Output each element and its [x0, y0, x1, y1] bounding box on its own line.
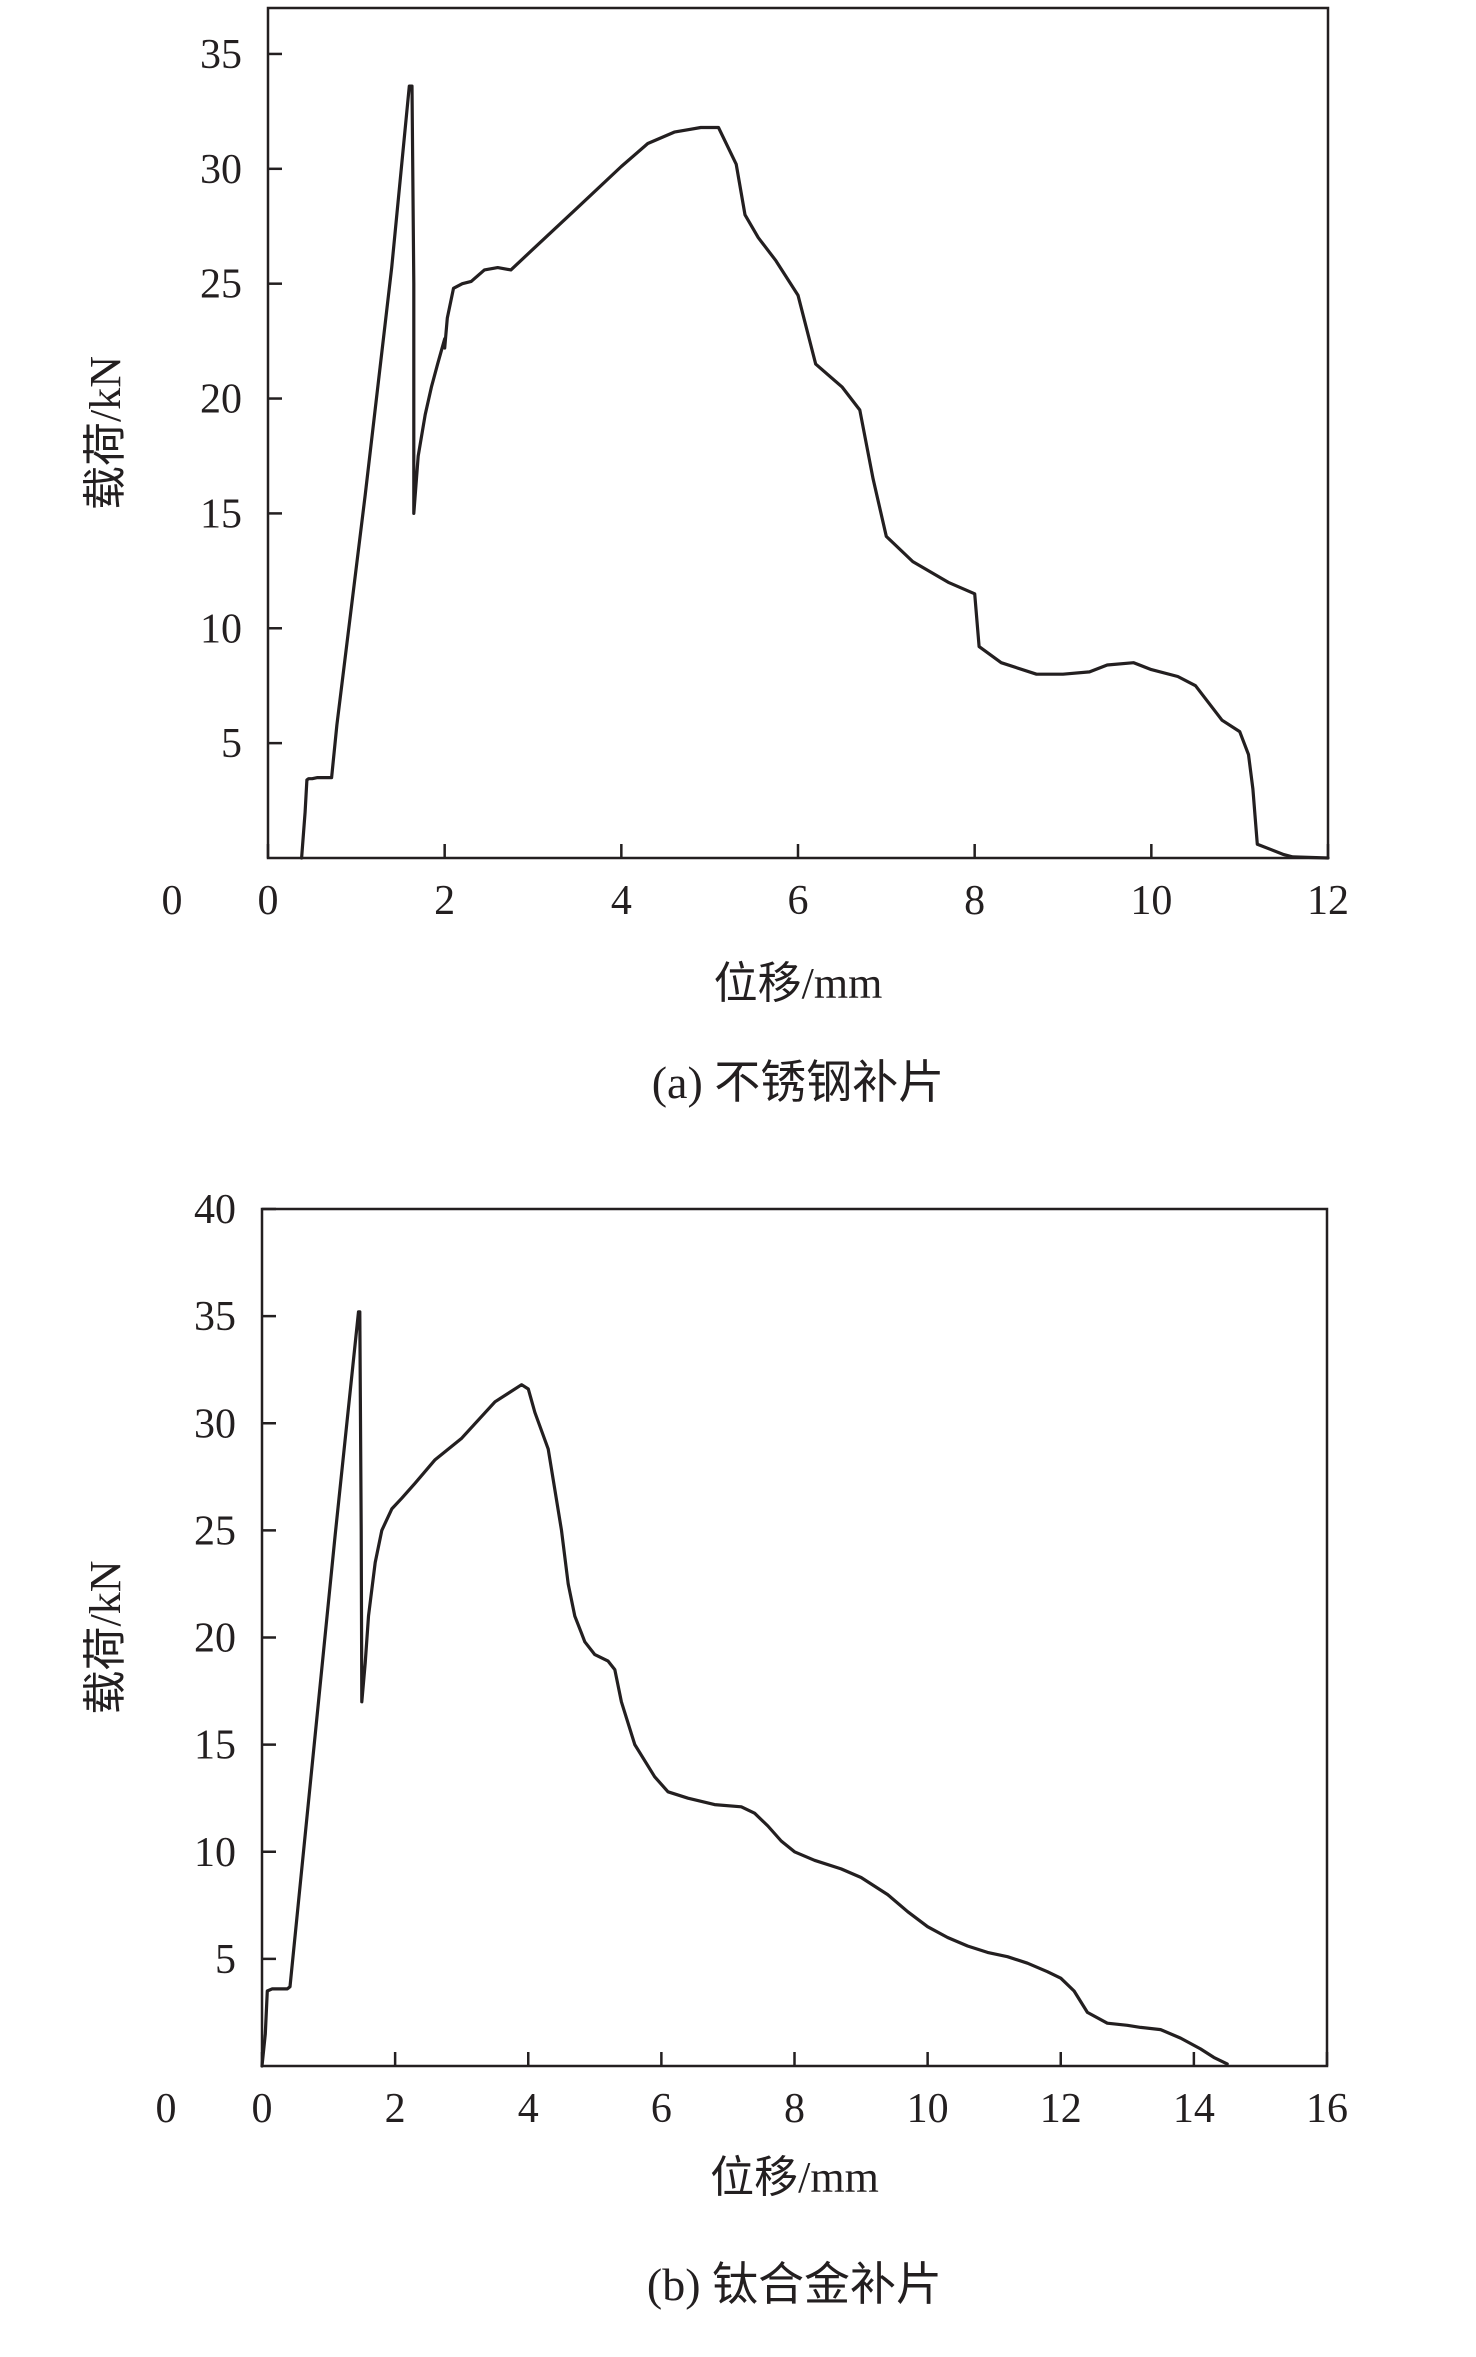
x-tick-label: 12 [1307, 878, 1349, 924]
y-tick-label: 15 [194, 1723, 236, 1769]
y-tick-label: 30 [194, 1401, 236, 1447]
y-tick-label: 5 [215, 1937, 236, 1983]
chart-panel-b: 0 2 4 6 8 10 12 14 16 5 10 15 20 25 30 35 40 0 位移/mm 载荷/kN (… [81, 1187, 1348, 2310]
x-axis-label: 位移/mm [710, 2153, 879, 2202]
x-tick-label: 8 [964, 878, 985, 924]
panel-caption: (a) 不锈钢补片 [652, 1057, 945, 1108]
y-tick-label: 25 [194, 1508, 236, 1554]
x-tick-label: 4 [611, 878, 632, 924]
origin-label: 0 [156, 2086, 177, 2132]
y-axis-label: 载荷/kN [81, 1561, 130, 1715]
x-tick-label: 0 [252, 2086, 273, 2132]
chart-panel-a: 0 2 4 6 8 10 12 5 10 15 20 25 30 35 0 位移/mm 载荷/kN (a) 不锈钢… [81, 6, 1349, 1108]
x-tick-label: 4 [518, 2086, 539, 2132]
y-tick-label: 35 [200, 32, 242, 78]
y-tick-label: 35 [194, 1294, 236, 1340]
x-tick-label: 8 [784, 2086, 805, 2132]
x-tick-label: 2 [434, 878, 455, 924]
y-tick-label: 20 [200, 377, 242, 423]
x-tick-label: 2 [385, 2086, 406, 2132]
y-tick-label: 25 [200, 262, 242, 308]
x-tick-label: 12 [1040, 2086, 1082, 2132]
y-tick-label: 15 [200, 491, 242, 537]
y-tick-label: 10 [200, 606, 242, 652]
y-tick-label: 30 [200, 147, 242, 193]
panel-caption: (b) 钛合金补片 [647, 2259, 942, 2310]
x-tick-label: 14 [1173, 2086, 1215, 2132]
x-tick-label: 10 [1130, 878, 1172, 924]
y-tick-label: 5 [221, 721, 242, 767]
plot-frame [260, 1207, 1329, 2068]
x-tick-label: 16 [1306, 2086, 1348, 2132]
x-axis-label: 位移/mm [714, 959, 883, 1008]
y-tick-label: 40 [194, 1187, 236, 1233]
series-line-1 [300, 84, 447, 860]
y-axis-label: 载荷/kN [81, 356, 130, 510]
y-tick-label: 20 [194, 1616, 236, 1662]
x-tick-label: 10 [907, 2086, 949, 2132]
plot-frame [266, 6, 1330, 860]
series-line-2 [443, 125, 1330, 860]
x-tick-label: 0 [258, 878, 279, 924]
x-tick-label: 6 [651, 2086, 672, 2132]
origin-label: 0 [162, 878, 183, 924]
series-line-1 [260, 1310, 1229, 2068]
y-tick-label: 10 [194, 1830, 236, 1876]
x-tick-label: 6 [788, 878, 809, 924]
